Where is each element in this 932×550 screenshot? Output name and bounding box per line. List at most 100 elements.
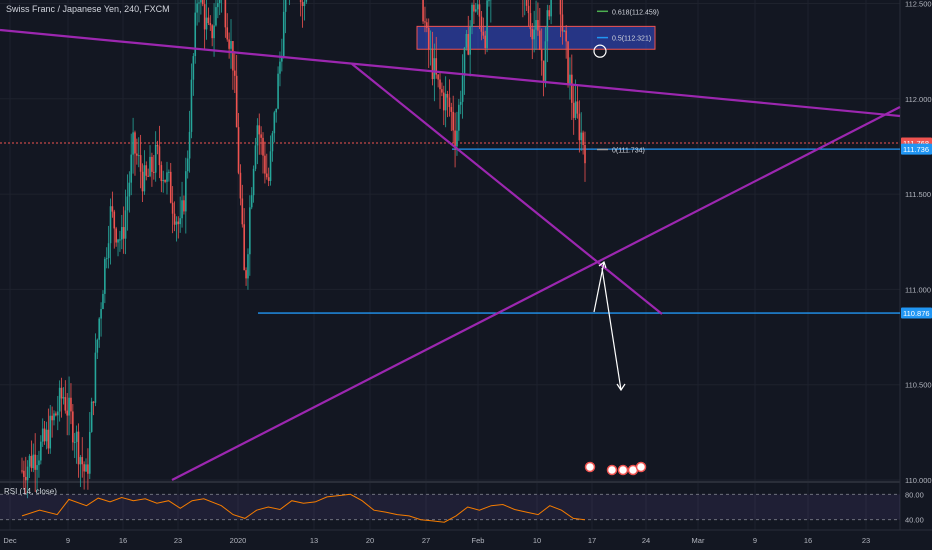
candle-body bbox=[181, 200, 183, 219]
candle-body bbox=[458, 104, 460, 131]
candle-body bbox=[245, 270, 247, 279]
candle-body bbox=[132, 132, 134, 155]
candle-body bbox=[578, 113, 581, 141]
candle-body bbox=[444, 93, 447, 111]
candle-body bbox=[207, 17, 210, 24]
candle-body bbox=[87, 464, 89, 474]
candle-body bbox=[171, 202, 174, 214]
candle-body bbox=[535, 20, 537, 30]
candle-body bbox=[250, 195, 253, 208]
candle-body bbox=[431, 48, 434, 80]
x-tick-label: 13 bbox=[310, 536, 318, 545]
candle-body bbox=[275, 108, 277, 113]
candle-body bbox=[279, 61, 281, 74]
candle-body bbox=[198, 2, 200, 4]
candle-body bbox=[422, 0, 424, 22]
candle-body bbox=[68, 397, 70, 416]
candle-body bbox=[427, 27, 430, 50]
candle-body bbox=[40, 441, 42, 461]
candle-body bbox=[66, 410, 68, 416]
candle-body bbox=[239, 172, 242, 199]
candle-body bbox=[166, 172, 168, 182]
candle-body bbox=[480, 16, 483, 32]
candle-body bbox=[85, 464, 87, 472]
candle-body bbox=[540, 49, 543, 61]
candle-body bbox=[441, 89, 443, 93]
candle-body bbox=[215, 7, 217, 26]
candle-body bbox=[271, 133, 274, 152]
candle-body bbox=[582, 132, 584, 145]
candle-body bbox=[226, 27, 229, 40]
candle-body bbox=[576, 101, 579, 114]
candle-body bbox=[75, 431, 78, 442]
candle-body bbox=[247, 254, 249, 279]
x-tick-label: 24 bbox=[642, 536, 650, 545]
candle-body bbox=[437, 74, 439, 80]
x-tick-label: Mar bbox=[692, 536, 705, 545]
candle-body bbox=[56, 411, 59, 416]
x-tick-label: 17 bbox=[588, 536, 596, 545]
candle-body bbox=[267, 177, 270, 181]
candle-body bbox=[81, 457, 84, 465]
candle-body bbox=[183, 200, 185, 212]
candle-body bbox=[141, 171, 144, 192]
price-axis bbox=[900, 0, 932, 550]
candle-body bbox=[533, 29, 535, 40]
candle-body bbox=[439, 79, 441, 90]
candle-body bbox=[156, 144, 159, 147]
candle-body bbox=[28, 455, 31, 467]
candle-body bbox=[111, 206, 114, 212]
candle-body bbox=[60, 387, 63, 399]
candle-body bbox=[21, 470, 23, 472]
candle-body bbox=[120, 227, 123, 240]
candle-body bbox=[104, 258, 106, 294]
candle-body bbox=[143, 165, 146, 192]
candle-body bbox=[122, 227, 125, 239]
rsi-line bbox=[21, 493, 586, 523]
candle-body bbox=[243, 224, 245, 271]
candle-body bbox=[284, 0, 287, 12]
candle-body bbox=[200, 0, 202, 3]
candle-body bbox=[484, 35, 487, 49]
candle-body bbox=[51, 415, 53, 421]
event-marker-icon bbox=[606, 464, 618, 476]
candle-body bbox=[303, 1, 306, 7]
candle-body bbox=[154, 144, 157, 173]
candle-body bbox=[527, 5, 530, 14]
candle-body bbox=[565, 30, 567, 42]
candle-body bbox=[179, 218, 181, 225]
candle-body bbox=[192, 56, 195, 80]
candle-body bbox=[265, 173, 268, 178]
x-tick-label: 10 bbox=[533, 536, 541, 545]
y-tick-label: 111.500 bbox=[905, 190, 931, 199]
candle-body bbox=[217, 3, 219, 8]
candle-body bbox=[282, 11, 285, 57]
candle-body bbox=[98, 318, 101, 340]
y-tick-label: 112.000 bbox=[905, 95, 932, 104]
candle-body bbox=[469, 26, 471, 55]
candle-body bbox=[100, 309, 102, 319]
candle-body bbox=[459, 101, 462, 105]
candle-body bbox=[115, 228, 117, 243]
candle-body bbox=[105, 258, 108, 260]
candle-body bbox=[567, 41, 569, 84]
candle-body bbox=[301, 2, 304, 7]
candle-body bbox=[72, 411, 74, 443]
candle-body bbox=[531, 28, 534, 40]
fib-label: 0.5(112.321) bbox=[612, 36, 651, 43]
candle-body bbox=[486, 0, 488, 49]
candle-body bbox=[569, 74, 571, 84]
candle-body bbox=[488, 0, 490, 2]
candle-body bbox=[185, 171, 187, 212]
candle-body bbox=[450, 107, 453, 112]
candle-body bbox=[83, 464, 85, 472]
candle-body bbox=[88, 431, 91, 474]
candle-body bbox=[465, 34, 468, 48]
candle-body bbox=[574, 101, 577, 118]
candle-body bbox=[177, 221, 180, 225]
x-tick-label: 9 bbox=[66, 536, 70, 545]
candle-body bbox=[96, 339, 99, 353]
candle-body bbox=[563, 30, 566, 32]
candle-body bbox=[550, 0, 552, 17]
